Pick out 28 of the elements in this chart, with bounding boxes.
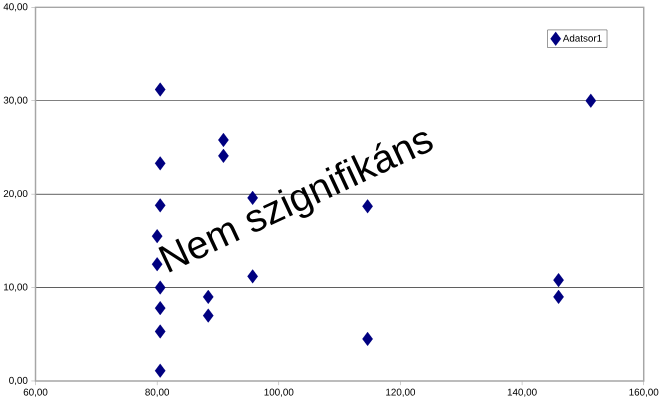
point — [585, 94, 596, 108]
point — [154, 301, 166, 316]
point — [154, 198, 166, 212]
x-tick-label: 100,00 — [264, 388, 294, 397]
legend-label: Adatsor1 — [562, 34, 602, 42]
x-tick-label: 80,00 — [145, 388, 170, 397]
point — [553, 290, 564, 304]
y-tick-label: 10,00 — [4, 284, 28, 292]
point — [202, 308, 214, 323]
point — [154, 82, 166, 97]
point — [154, 280, 166, 295]
point — [553, 273, 564, 288]
point — [218, 132, 229, 148]
x-tick-label: 140,00 — [508, 388, 537, 397]
y-tick-label: 30,00 — [4, 96, 28, 105]
y-tick-label: 40,00 — [4, 3, 28, 12]
y-tick-label: 20,00 — [4, 190, 28, 198]
point — [154, 156, 166, 170]
x-tick-label: 160,00 — [629, 388, 658, 397]
point — [202, 290, 214, 304]
point — [154, 364, 166, 378]
point — [154, 324, 166, 339]
point — [247, 269, 258, 284]
point — [218, 148, 229, 163]
x-tick-label: 60,00 — [24, 388, 48, 397]
x-tick-label: 120,00 — [386, 388, 416, 397]
y-tick-label: 0,00 — [9, 376, 28, 386]
point — [362, 332, 373, 346]
